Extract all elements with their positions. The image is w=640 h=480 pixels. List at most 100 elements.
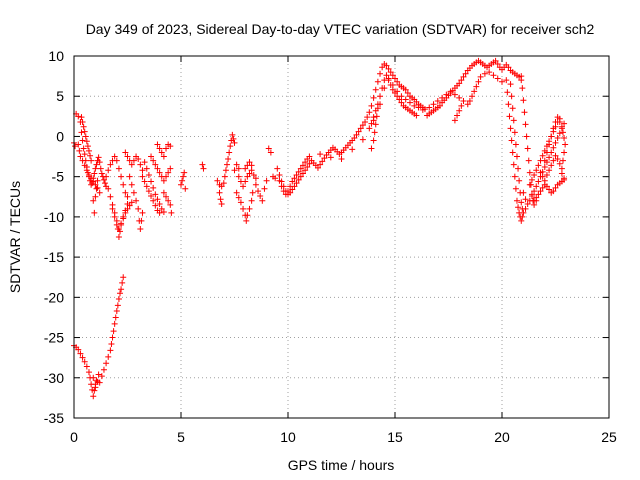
data-point	[113, 308, 120, 315]
data-point	[291, 175, 298, 182]
data-point	[537, 169, 544, 176]
data-point	[379, 64, 386, 71]
data-point	[141, 159, 148, 166]
data-point	[469, 93, 476, 100]
data-point	[200, 165, 207, 172]
data-point	[217, 196, 224, 203]
data-point	[141, 178, 148, 185]
data-point	[167, 165, 174, 172]
data-point	[370, 94, 377, 101]
data-point	[510, 161, 517, 168]
data-point	[178, 181, 184, 188]
data-point	[558, 123, 565, 130]
data-point	[359, 122, 366, 129]
y-tick-label: 5	[56, 88, 64, 104]
data-point	[513, 153, 520, 160]
data-point	[94, 177, 101, 184]
data-point	[78, 129, 85, 136]
data-point	[150, 157, 157, 164]
data-point	[531, 197, 538, 204]
data-point	[93, 185, 100, 192]
data-point	[139, 167, 146, 174]
data-point	[111, 213, 118, 220]
y-tick-label: -30	[44, 370, 64, 386]
data-point	[389, 72, 396, 79]
data-point	[90, 374, 97, 381]
y-tick-label: -15	[44, 249, 64, 265]
data-point	[520, 209, 527, 216]
data-point	[349, 146, 356, 153]
data-point	[404, 90, 411, 97]
data-point	[276, 172, 283, 179]
data-point	[95, 371, 102, 378]
data-point	[226, 149, 233, 156]
data-point	[406, 99, 413, 106]
data-point	[554, 114, 561, 121]
data-point	[552, 152, 559, 159]
data-point	[377, 93, 384, 100]
data-point	[475, 78, 482, 85]
data-point	[72, 143, 79, 150]
data-point	[512, 141, 519, 148]
data-point	[105, 167, 112, 174]
data-point	[319, 158, 326, 165]
data-point	[523, 133, 530, 140]
data-point	[117, 290, 124, 297]
data-point	[145, 172, 152, 179]
data-point	[503, 77, 510, 84]
data-point	[383, 62, 390, 69]
data-point	[102, 180, 109, 187]
data-point	[548, 162, 555, 169]
data-point	[519, 205, 526, 212]
data-point	[543, 172, 550, 179]
data-point	[550, 125, 557, 132]
data-point	[154, 141, 161, 148]
data-point	[511, 173, 518, 180]
data-point	[513, 197, 520, 204]
data-point	[512, 185, 519, 192]
data-point	[120, 274, 127, 281]
data-point	[392, 90, 398, 97]
data-point	[120, 181, 127, 188]
data-point	[364, 114, 371, 121]
data-point	[137, 225, 144, 232]
data-point	[554, 135, 561, 142]
data-point	[130, 189, 137, 196]
data-point	[168, 209, 175, 216]
data-point	[302, 159, 309, 166]
data-point	[83, 167, 90, 174]
data-point	[385, 65, 392, 72]
data-point	[451, 91, 458, 98]
data-point	[546, 167, 553, 174]
data-point	[402, 96, 409, 103]
data-point	[246, 205, 253, 212]
data-point	[394, 93, 401, 100]
data-point	[229, 131, 236, 138]
data-point	[243, 217, 250, 224]
data-point	[148, 178, 155, 185]
data-point	[541, 157, 548, 164]
data-point	[505, 101, 512, 108]
data-point	[304, 164, 311, 171]
data-point	[314, 164, 321, 171]
data-point	[82, 133, 89, 140]
data-point	[490, 72, 497, 79]
data-point	[92, 384, 99, 391]
data-point	[240, 205, 247, 212]
data-point	[128, 161, 135, 168]
data-point	[531, 172, 538, 179]
data-point	[282, 191, 289, 198]
data-point	[90, 197, 97, 204]
data-point	[492, 57, 499, 64]
data-point	[139, 209, 146, 216]
data-point	[100, 176, 107, 183]
data-point	[477, 73, 484, 80]
data-point	[160, 153, 167, 160]
data-point	[456, 107, 463, 114]
data-point	[372, 86, 379, 93]
data-point	[76, 147, 83, 154]
data-point	[92, 165, 99, 172]
data-point	[143, 183, 150, 190]
data-point	[535, 162, 542, 169]
data-point	[338, 155, 345, 162]
